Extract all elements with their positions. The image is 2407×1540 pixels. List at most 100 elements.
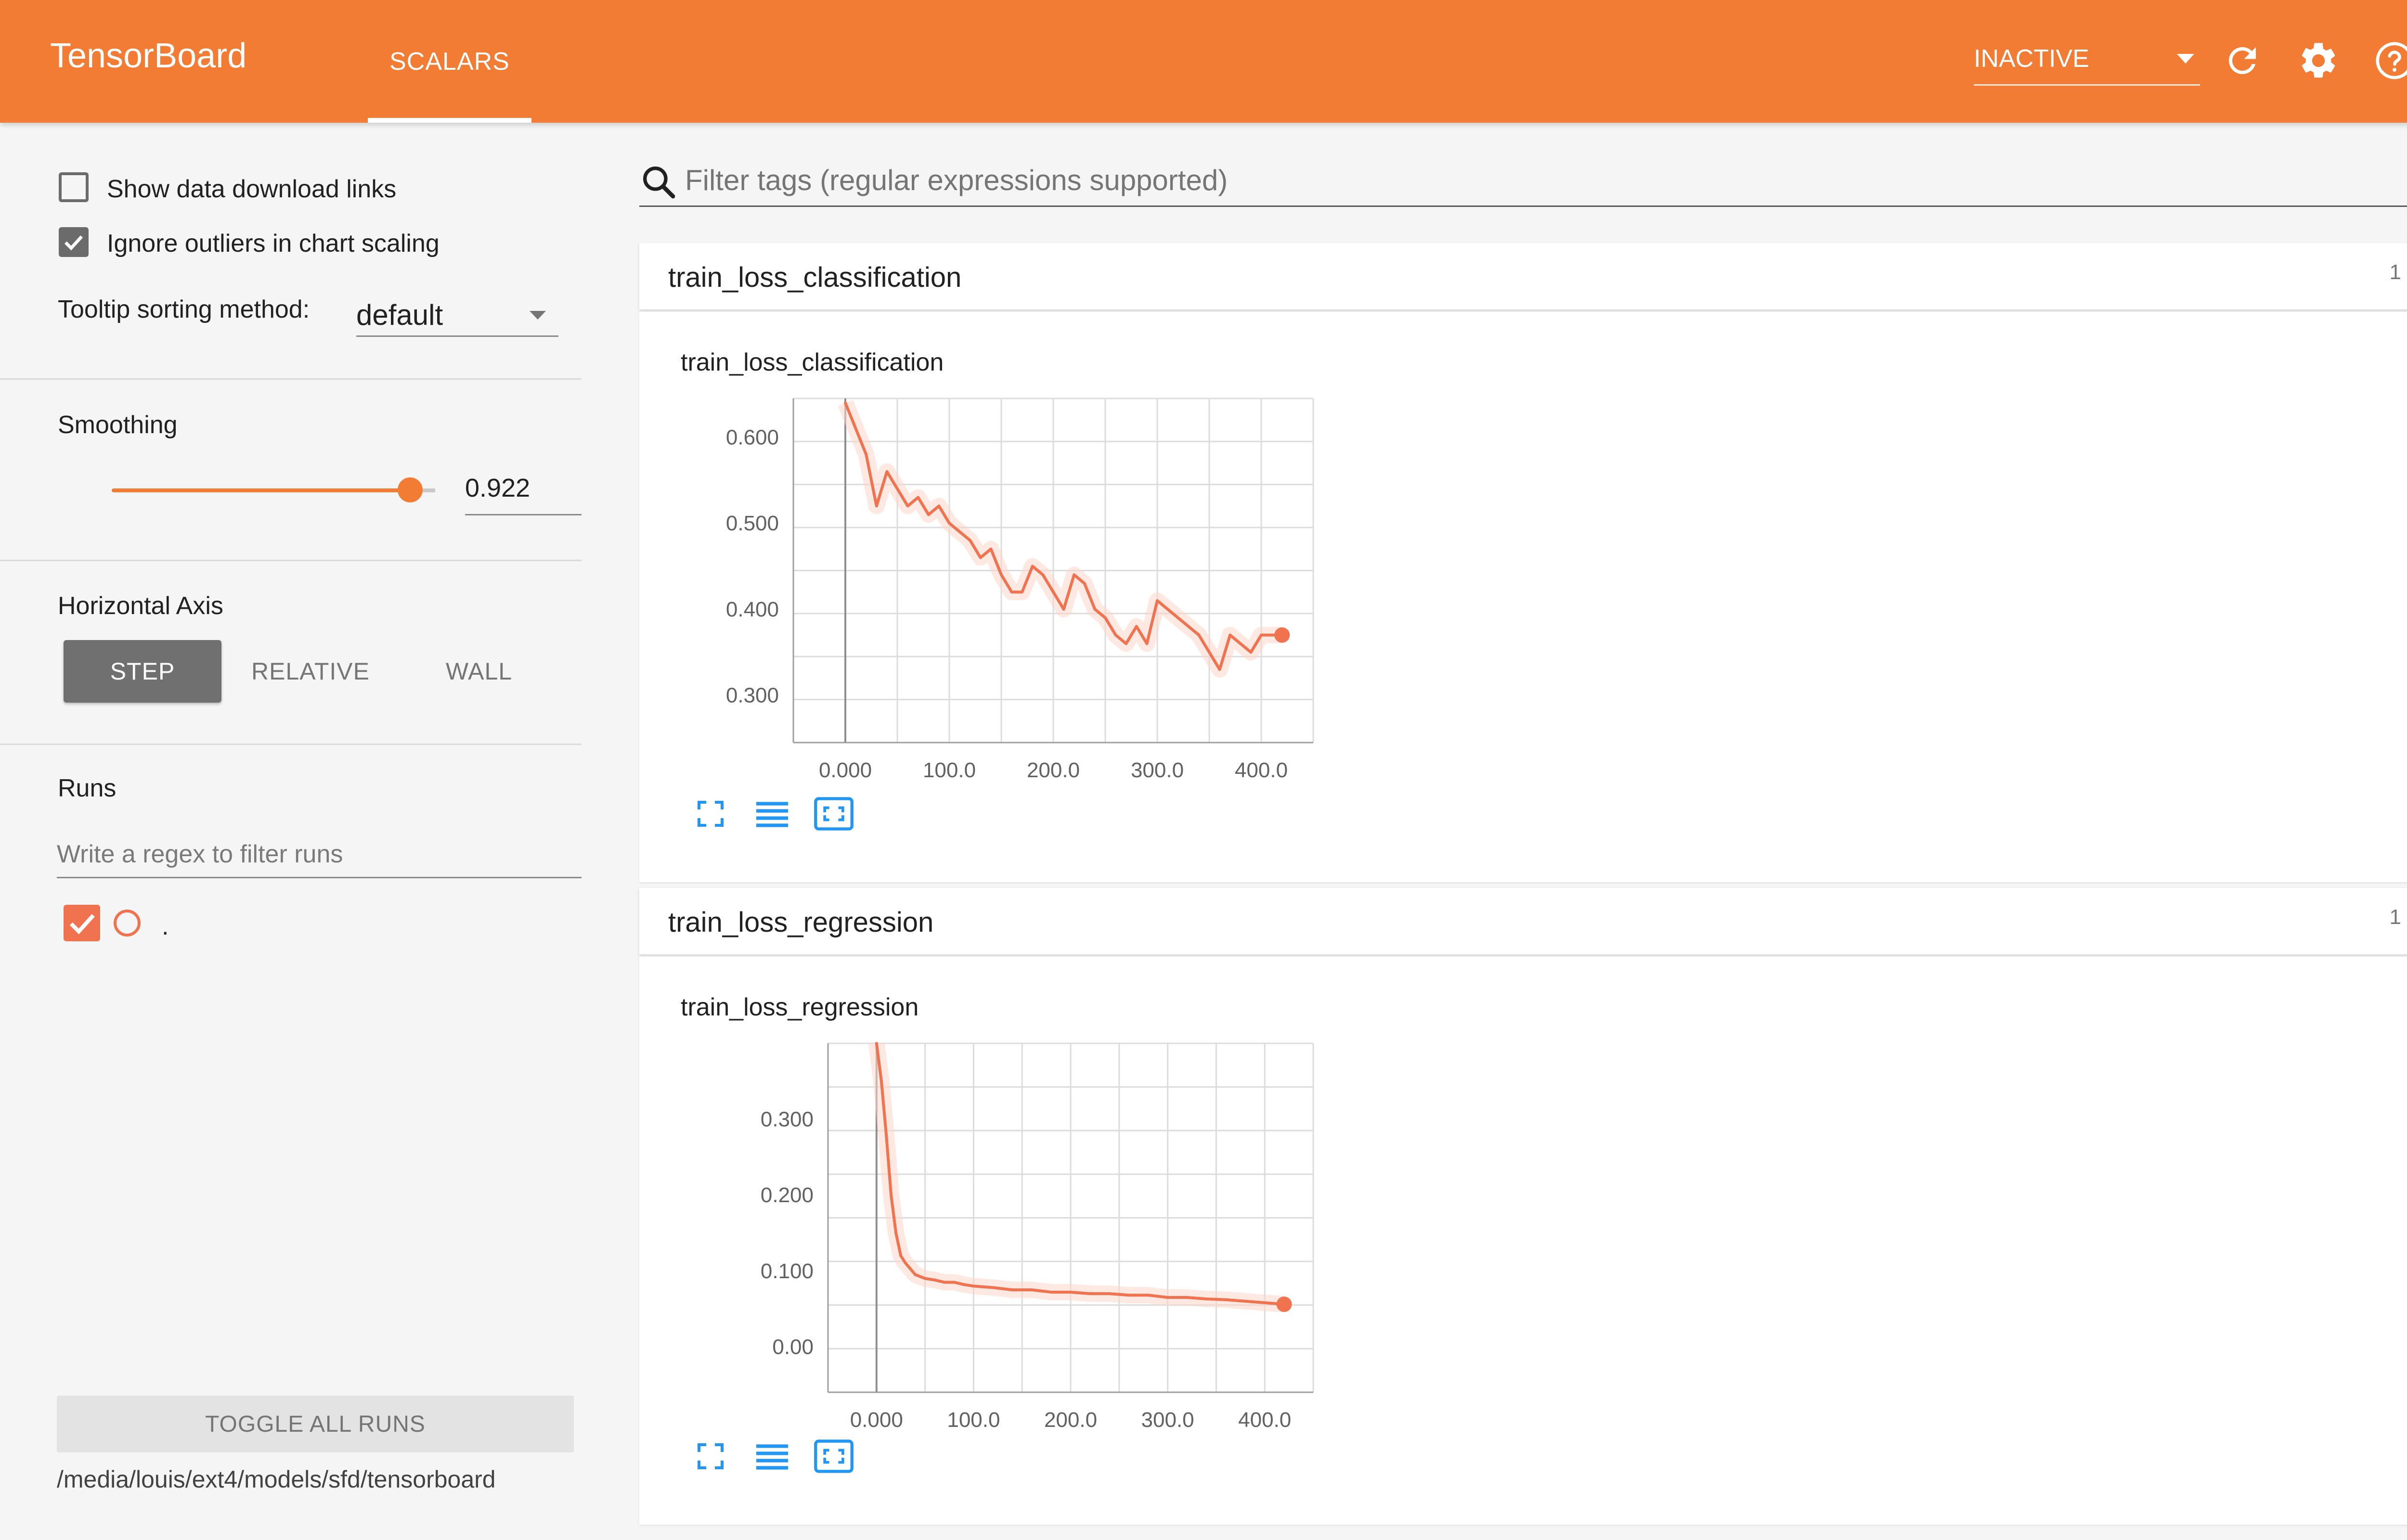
- line-chart[interactable]: 0.000 100.0 200.0 300.0 400.0 0.300 0.400 0.500…: [639, 312, 1361, 882]
- data-point: [1224, 1298, 1228, 1301]
- tag-group-title: train_loss_regression: [668, 907, 934, 938]
- sidebar-divider: [0, 560, 582, 561]
- data-point: [1104, 616, 1107, 619]
- smoothing-slider-track[interactable]: [112, 488, 435, 492]
- data-point: [1135, 625, 1138, 628]
- data-point: [1125, 642, 1128, 645]
- tag-group-header[interactable]: train_loss_classification 1: [639, 243, 2407, 309]
- data-point: [906, 504, 909, 508]
- y-tick-label: 0.400: [726, 598, 779, 621]
- data-point: [969, 539, 972, 542]
- data-point: [1049, 1290, 1053, 1294]
- data-point: [885, 470, 889, 473]
- smoothing-slider-rest: [410, 488, 435, 492]
- series-raw-band: [838, 399, 1282, 678]
- run-checkbox[interactable]: [64, 905, 100, 941]
- tag-group-count: 1: [2389, 260, 2401, 284]
- data-point: [991, 1286, 995, 1289]
- data-point: [1127, 1294, 1130, 1297]
- x-tick-label: 0.000: [850, 1408, 903, 1432]
- data-point: [1208, 651, 1211, 654]
- tag-filter-input[interactable]: Filter tags (regular expressions support…: [685, 164, 1228, 196]
- y-tick-label: 0.200: [761, 1183, 814, 1207]
- x-tick-label: 300.0: [1141, 1408, 1194, 1432]
- axis-relative-button[interactable]: RELATIVE: [251, 658, 370, 685]
- data-point: [1062, 607, 1065, 611]
- fit-domain-button[interactable]: [811, 1433, 857, 1479]
- tooltip-sorting-dropdown[interactable]: default: [356, 289, 558, 337]
- fullscreen-icon: [698, 1443, 724, 1469]
- fullscreen-button[interactable]: [687, 791, 734, 837]
- data-point: [1185, 1296, 1189, 1299]
- y-tick-label: 0.300: [726, 684, 779, 707]
- data-point: [1073, 573, 1076, 577]
- ignore-outliers-label: Ignore outliers in chart scaling: [107, 230, 440, 257]
- tag-group-header[interactable]: train_loss_regression 1: [639, 888, 2407, 954]
- brand-title: TensorBoard: [50, 37, 247, 75]
- x-tick-label: 0.000: [819, 758, 872, 782]
- axis-step-button[interactable]: STEP: [64, 640, 221, 703]
- data-point: [875, 1042, 878, 1045]
- data-point: [979, 556, 982, 559]
- data-point: [1166, 1296, 1169, 1299]
- ignore-outliers-checkbox[interactable]: [59, 227, 89, 257]
- fit-domain-button[interactable]: [811, 791, 857, 837]
- axis-wall-button[interactable]: WALL: [445, 658, 513, 685]
- data-point: [1187, 625, 1190, 628]
- y-tick-label: 0.100: [761, 1259, 814, 1283]
- data-point: [1093, 607, 1097, 611]
- refresh-icon: [2228, 47, 2256, 74]
- data-point: [1083, 582, 1086, 585]
- help-button[interactable]: [2370, 37, 2407, 85]
- data-point: [1166, 607, 1169, 611]
- data-point: [1145, 642, 1149, 645]
- line-chart[interactable]: 0.000 100.0 200.0 300.0 400.0 0.00 0.100 0.200 0…: [639, 957, 1361, 1525]
- data-point: [953, 1281, 956, 1284]
- data-point: [1021, 590, 1024, 594]
- x-tick-label: 200.0: [1044, 1408, 1097, 1432]
- tooltip-sorting-value: default: [356, 299, 443, 331]
- data-point: [1263, 1301, 1267, 1305]
- x-tick-label: 300.0: [1131, 758, 1184, 782]
- data-point: [1030, 1288, 1034, 1292]
- toggle-log-scale-button[interactable]: [749, 791, 795, 837]
- data-point: [923, 1277, 927, 1280]
- data-point: [933, 1278, 936, 1282]
- data-point: [899, 1254, 903, 1258]
- chevron-down-icon: [2177, 53, 2194, 64]
- data-point: [962, 1283, 966, 1286]
- sidebar-divider: [0, 744, 582, 745]
- data-point: [943, 1281, 946, 1284]
- data-point: [1260, 633, 1263, 637]
- data-point: [958, 530, 961, 534]
- data-point: [1270, 633, 1273, 637]
- smoothing-input[interactable]: 0.922: [465, 460, 582, 515]
- data-point: [904, 1262, 907, 1265]
- data-point: [1052, 590, 1055, 594]
- settings-button[interactable]: [2294, 37, 2342, 85]
- download-links-checkbox[interactable]: [59, 172, 89, 202]
- tag-group-count: 1: [2389, 905, 2401, 929]
- chevron-down-icon: [530, 311, 546, 320]
- data-point: [844, 401, 847, 404]
- list-icon: [756, 1444, 788, 1470]
- run-status-dropdown[interactable]: INACTIVE: [1974, 39, 2200, 86]
- smoothing-slider-knob[interactable]: [398, 477, 423, 502]
- runs-filter-input[interactable]: Write a regex to filter runs: [57, 821, 582, 878]
- data-point: [927, 513, 930, 516]
- data-point: [1243, 1299, 1247, 1303]
- data-point: [1114, 633, 1117, 637]
- data-point: [1205, 1297, 1208, 1301]
- y-tick-label: 0.600: [726, 425, 779, 449]
- data-point: [948, 522, 951, 525]
- toggle-log-scale-button[interactable]: [749, 1433, 795, 1479]
- fullscreen-button[interactable]: [687, 1433, 734, 1479]
- x-tick-label: 400.0: [1238, 1408, 1291, 1432]
- settings-icon: [2302, 43, 2335, 78]
- list-icon: [756, 802, 788, 827]
- toggle-all-runs-button[interactable]: TOGGLE ALL RUNS: [57, 1396, 574, 1452]
- tab-scalars[interactable]: SCALARS: [368, 0, 531, 123]
- refresh-button[interactable]: [2218, 37, 2266, 85]
- data-point: [1147, 1294, 1150, 1297]
- tag-filter[interactable]: Filter tags (regular expressions support…: [639, 144, 2407, 207]
